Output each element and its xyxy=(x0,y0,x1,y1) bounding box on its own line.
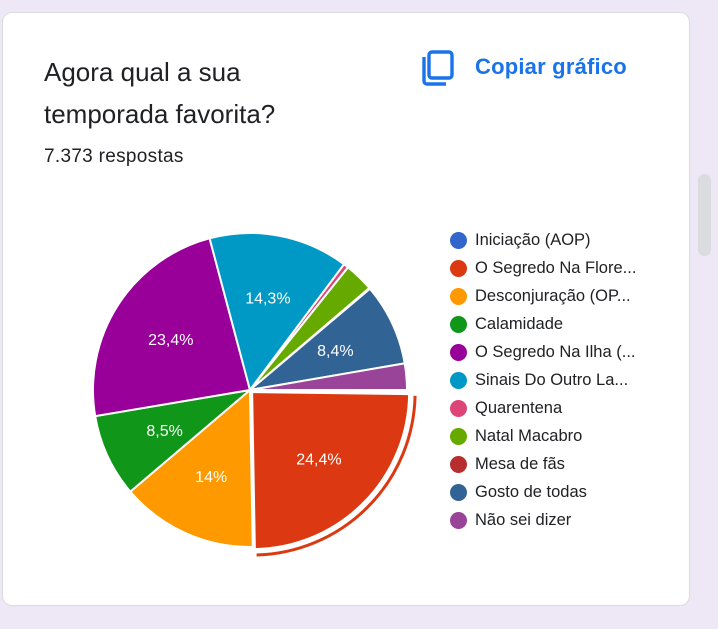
scrollbar-thumb[interactable] xyxy=(698,174,711,256)
pie-slice[interactable] xyxy=(208,232,346,393)
copy-chart-label: Copiar gráfico xyxy=(475,54,627,79)
legend-item[interactable]: Iniciação (AOP) xyxy=(450,226,636,254)
legend-swatch xyxy=(450,427,467,445)
copy-chart-button[interactable]: Copiar gráfico xyxy=(421,47,627,87)
legend-swatch xyxy=(450,259,467,277)
legend-swatch xyxy=(450,315,467,333)
legend-swatch xyxy=(450,231,467,249)
legend-label: Desconjuração (OP... xyxy=(475,286,631,305)
pie-slice[interactable] xyxy=(94,388,254,494)
slice-label: 14% xyxy=(195,469,227,486)
legend-label: Natal Macabro xyxy=(475,426,583,445)
legend-label: Calamidade xyxy=(475,314,564,333)
legend-swatch xyxy=(450,483,467,501)
legend-swatch xyxy=(450,287,467,305)
chart-legend: Iniciação (AOP) O Segredo Na Flore... Desc… xyxy=(450,226,636,534)
copy-icon xyxy=(422,50,454,86)
pie-slice[interactable] xyxy=(128,387,254,548)
slice-highlight-arc xyxy=(256,395,417,557)
legend-label: Iniciação (AOP) xyxy=(475,230,591,249)
legend-item[interactable]: Natal Macabro xyxy=(450,422,636,450)
legend-label: Quarentena xyxy=(475,398,563,417)
legend-swatch xyxy=(450,399,467,417)
legend-label: Não sei dizer xyxy=(475,510,572,529)
legend-item[interactable]: Calamidade xyxy=(450,310,636,338)
slice-label: 24,4% xyxy=(296,452,341,469)
legend-label: O Segredo Na Flore... xyxy=(475,258,637,277)
slice-label: 14,3% xyxy=(245,291,290,308)
legend-label: Mesa de fãs xyxy=(475,454,565,473)
pie-chart: 24,4% 14% 8,5% 23,4% 14,3% 8,4% xyxy=(92,232,417,557)
legend-item[interactable]: Sinais Do Outro La... xyxy=(450,366,636,394)
legend-swatch xyxy=(450,343,467,361)
legend-swatch xyxy=(450,511,467,529)
legend-item[interactable]: Gosto de todas xyxy=(450,478,636,506)
slice-label: 8,4% xyxy=(317,343,353,360)
legend-label: Gosto de todas xyxy=(475,482,587,501)
legend-item[interactable]: O Segredo Na Flore... xyxy=(450,254,636,282)
legend-item[interactable]: Desconjuração (OP... xyxy=(450,282,636,310)
pie-slice[interactable] xyxy=(249,362,409,391)
legend-item[interactable]: Quarentena xyxy=(450,394,636,422)
legend-item[interactable]: Mesa de fãs xyxy=(450,450,636,478)
slice-label: 23,4% xyxy=(148,332,193,349)
response-count: 7.373 respostas xyxy=(44,146,184,167)
legend-item[interactable]: Não sei dizer xyxy=(450,506,636,534)
slice-label: 8,5% xyxy=(146,423,182,440)
pie-slice[interactable] xyxy=(251,391,411,551)
legend-swatch xyxy=(450,455,467,473)
legend-label: O Segredo Na Ilha (... xyxy=(475,342,636,361)
legend-swatch xyxy=(450,371,467,389)
legend-label: Sinais Do Outro La... xyxy=(475,370,629,389)
question-title: Agora qual a sua temporada favorita? xyxy=(44,57,276,129)
legend-item[interactable]: O Segredo Na Ilha (... xyxy=(450,338,636,366)
pie-slice[interactable] xyxy=(92,237,252,418)
